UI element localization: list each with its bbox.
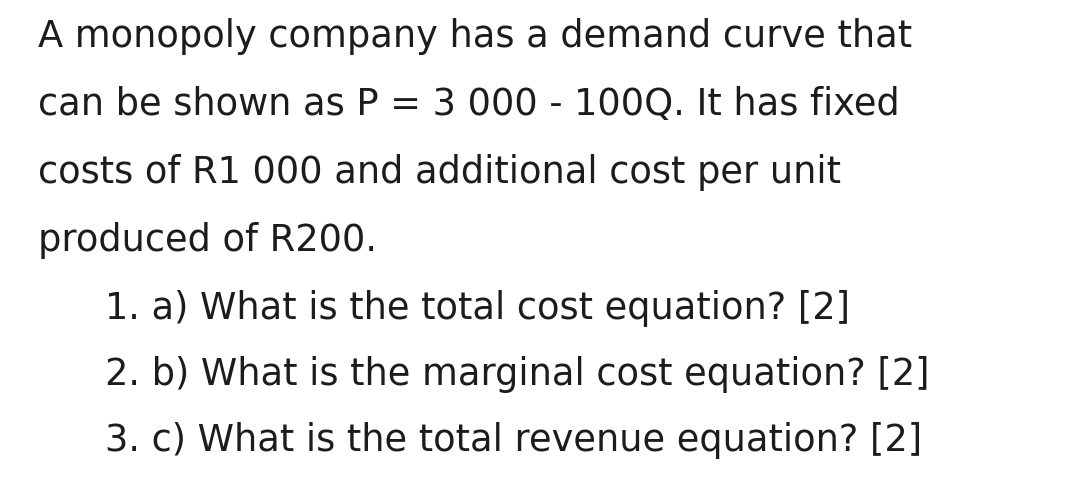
Text: 2. b) What is the marginal cost equation? [2]: 2. b) What is the marginal cost equation…: [105, 356, 930, 393]
Text: 3. c) What is the total revenue equation? [2]: 3. c) What is the total revenue equation…: [105, 422, 922, 459]
Text: A monopoly company has a demand curve that: A monopoly company has a demand curve th…: [38, 18, 913, 55]
Text: produced of R200.: produced of R200.: [38, 222, 377, 259]
Text: costs of R1 000 and additional cost per unit: costs of R1 000 and additional cost per …: [38, 154, 841, 191]
Text: can be shown as P = 3 000 - 100Q. It has fixed: can be shown as P = 3 000 - 100Q. It has…: [38, 86, 900, 123]
Text: 1. a) What is the total cost equation? [2]: 1. a) What is the total cost equation? […: [105, 290, 850, 327]
